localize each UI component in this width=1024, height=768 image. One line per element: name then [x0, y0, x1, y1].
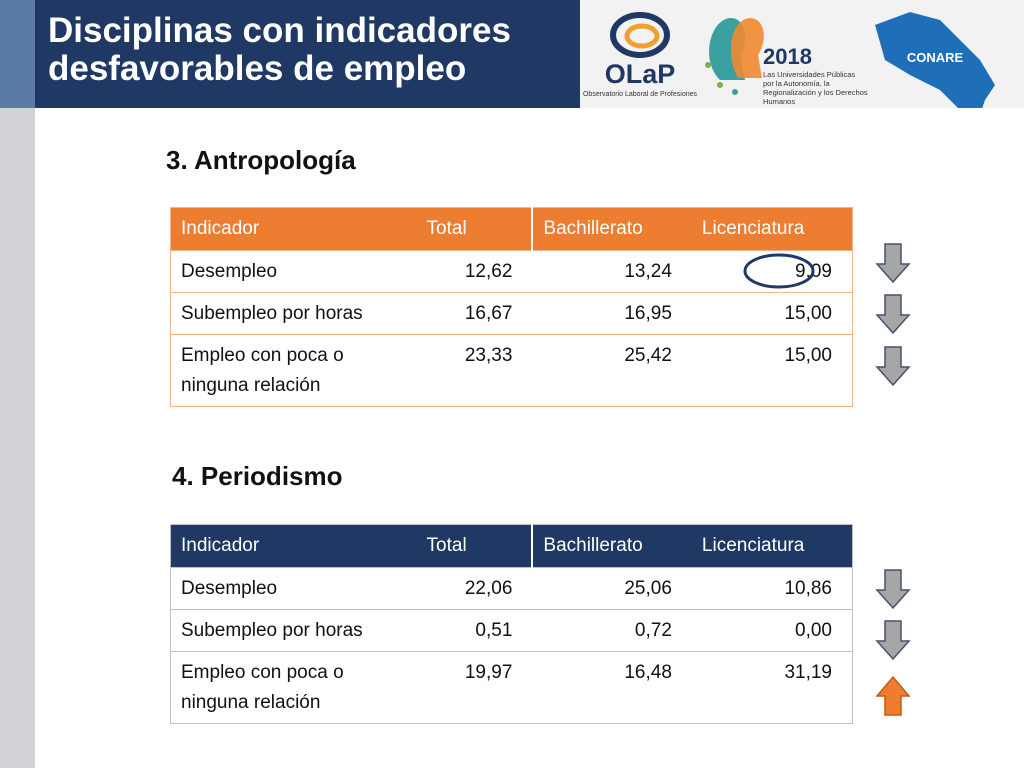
- arrow-down: [875, 243, 911, 284]
- header-band: [35, 0, 580, 108]
- arrow-down: [875, 569, 911, 610]
- table-wrap: Indicador Total Bachillerato Licenciatura De…: [170, 524, 853, 724]
- year: 2018: [763, 44, 812, 69]
- header-row: Indicador Total Bachillerato Licenciatura: [170, 207, 853, 251]
- cell-value: 13,24: [532, 250, 692, 293]
- row-label: Subempleo por horas: [170, 609, 417, 652]
- cell-value: 16,48: [532, 651, 692, 724]
- cell-value: 31,19: [691, 651, 853, 724]
- slide-title: Disciplinas con indicadores desfavorable…: [48, 11, 511, 88]
- left-cap: [0, 0, 35, 108]
- olap-logo: OLaP: [605, 59, 676, 89]
- column-header: Indicador: [170, 524, 417, 568]
- row-label: Empleo con poca o ninguna relación: [170, 334, 417, 407]
- olap-subtitle: Observatorio Laboral de Profesiones: [583, 91, 698, 98]
- cell-value: 0,00: [691, 609, 853, 652]
- cell-value: 16,67: [416, 292, 533, 335]
- cell-value: 15,00: [691, 334, 853, 407]
- arrow-up: [875, 675, 911, 716]
- column-header: Licenciatura: [691, 524, 853, 568]
- cell-value: 0,51: [416, 609, 533, 652]
- cell-value: 25,42: [532, 334, 692, 407]
- column-header: Bachillerato: [531, 524, 692, 568]
- header-row: Indicador Total Bachillerato Licenciatura: [170, 524, 853, 568]
- conare-logo: CONARE: [907, 50, 964, 65]
- logo-art: OLaP Observatorio Laboral de Profesiones…: [583, 12, 995, 130]
- left-bar: [0, 108, 35, 768]
- table-row: Desempleo 22,06 25,06 10,86: [170, 567, 853, 610]
- row-label: Empleo con poca o ninguna relación: [170, 651, 417, 724]
- column-header: Licenciatura: [691, 207, 853, 251]
- table-row: Empleo con poca o ninguna relación 23,33 2…: [170, 334, 853, 407]
- arrow-down: [875, 294, 911, 335]
- cell-value: 15,00: [691, 292, 853, 335]
- section-title: 3. Antropología: [166, 145, 356, 175]
- column-header: Total: [416, 524, 533, 568]
- highlight-circle: [743, 253, 815, 289]
- column-header: Total: [416, 207, 533, 251]
- trend-arrows: [875, 243, 911, 716]
- cell-value: 22,06: [416, 567, 533, 610]
- motto: Las Universidades Públicas por la Autono…: [763, 70, 868, 106]
- cell-value: 12,62: [416, 250, 533, 293]
- column-header: Bachillerato: [531, 207, 692, 251]
- arrow-down: [875, 346, 911, 387]
- logo-strip: OLaP Observatorio Laboral de Profesiones…: [580, 0, 1024, 130]
- arrow-down: [875, 620, 911, 661]
- data-table: Indicador Total Bachillerato Licenciatura De…: [170, 207, 853, 407]
- table-wrap: Indicador Total Bachillerato Licenciatura De…: [170, 207, 853, 407]
- cell-value: 19,97: [416, 651, 533, 724]
- row-label: Desempleo: [170, 567, 417, 610]
- table-row: Subempleo por horas 0,51 0,72 0,00: [170, 609, 853, 652]
- cell-value: 16,95: [532, 292, 692, 335]
- column-header: Indicador: [170, 207, 417, 251]
- cell-value: 23,33: [416, 334, 533, 407]
- cell-value: 25,06: [532, 567, 692, 610]
- table-row: Subempleo por horas 16,67 16,95 15,00: [170, 292, 853, 335]
- cell-value: 10,86: [691, 567, 853, 610]
- table-row: Empleo con poca o ninguna relación 19,97 1…: [170, 651, 853, 724]
- data-table: Indicador Total Bachillerato Licenciatura De…: [170, 524, 853, 724]
- section-title: 4. Periodismo: [172, 461, 343, 491]
- row-label: Subempleo por horas: [170, 292, 417, 335]
- cell-value: 0,72: [532, 609, 692, 652]
- row-label: Desempleo: [170, 250, 417, 293]
